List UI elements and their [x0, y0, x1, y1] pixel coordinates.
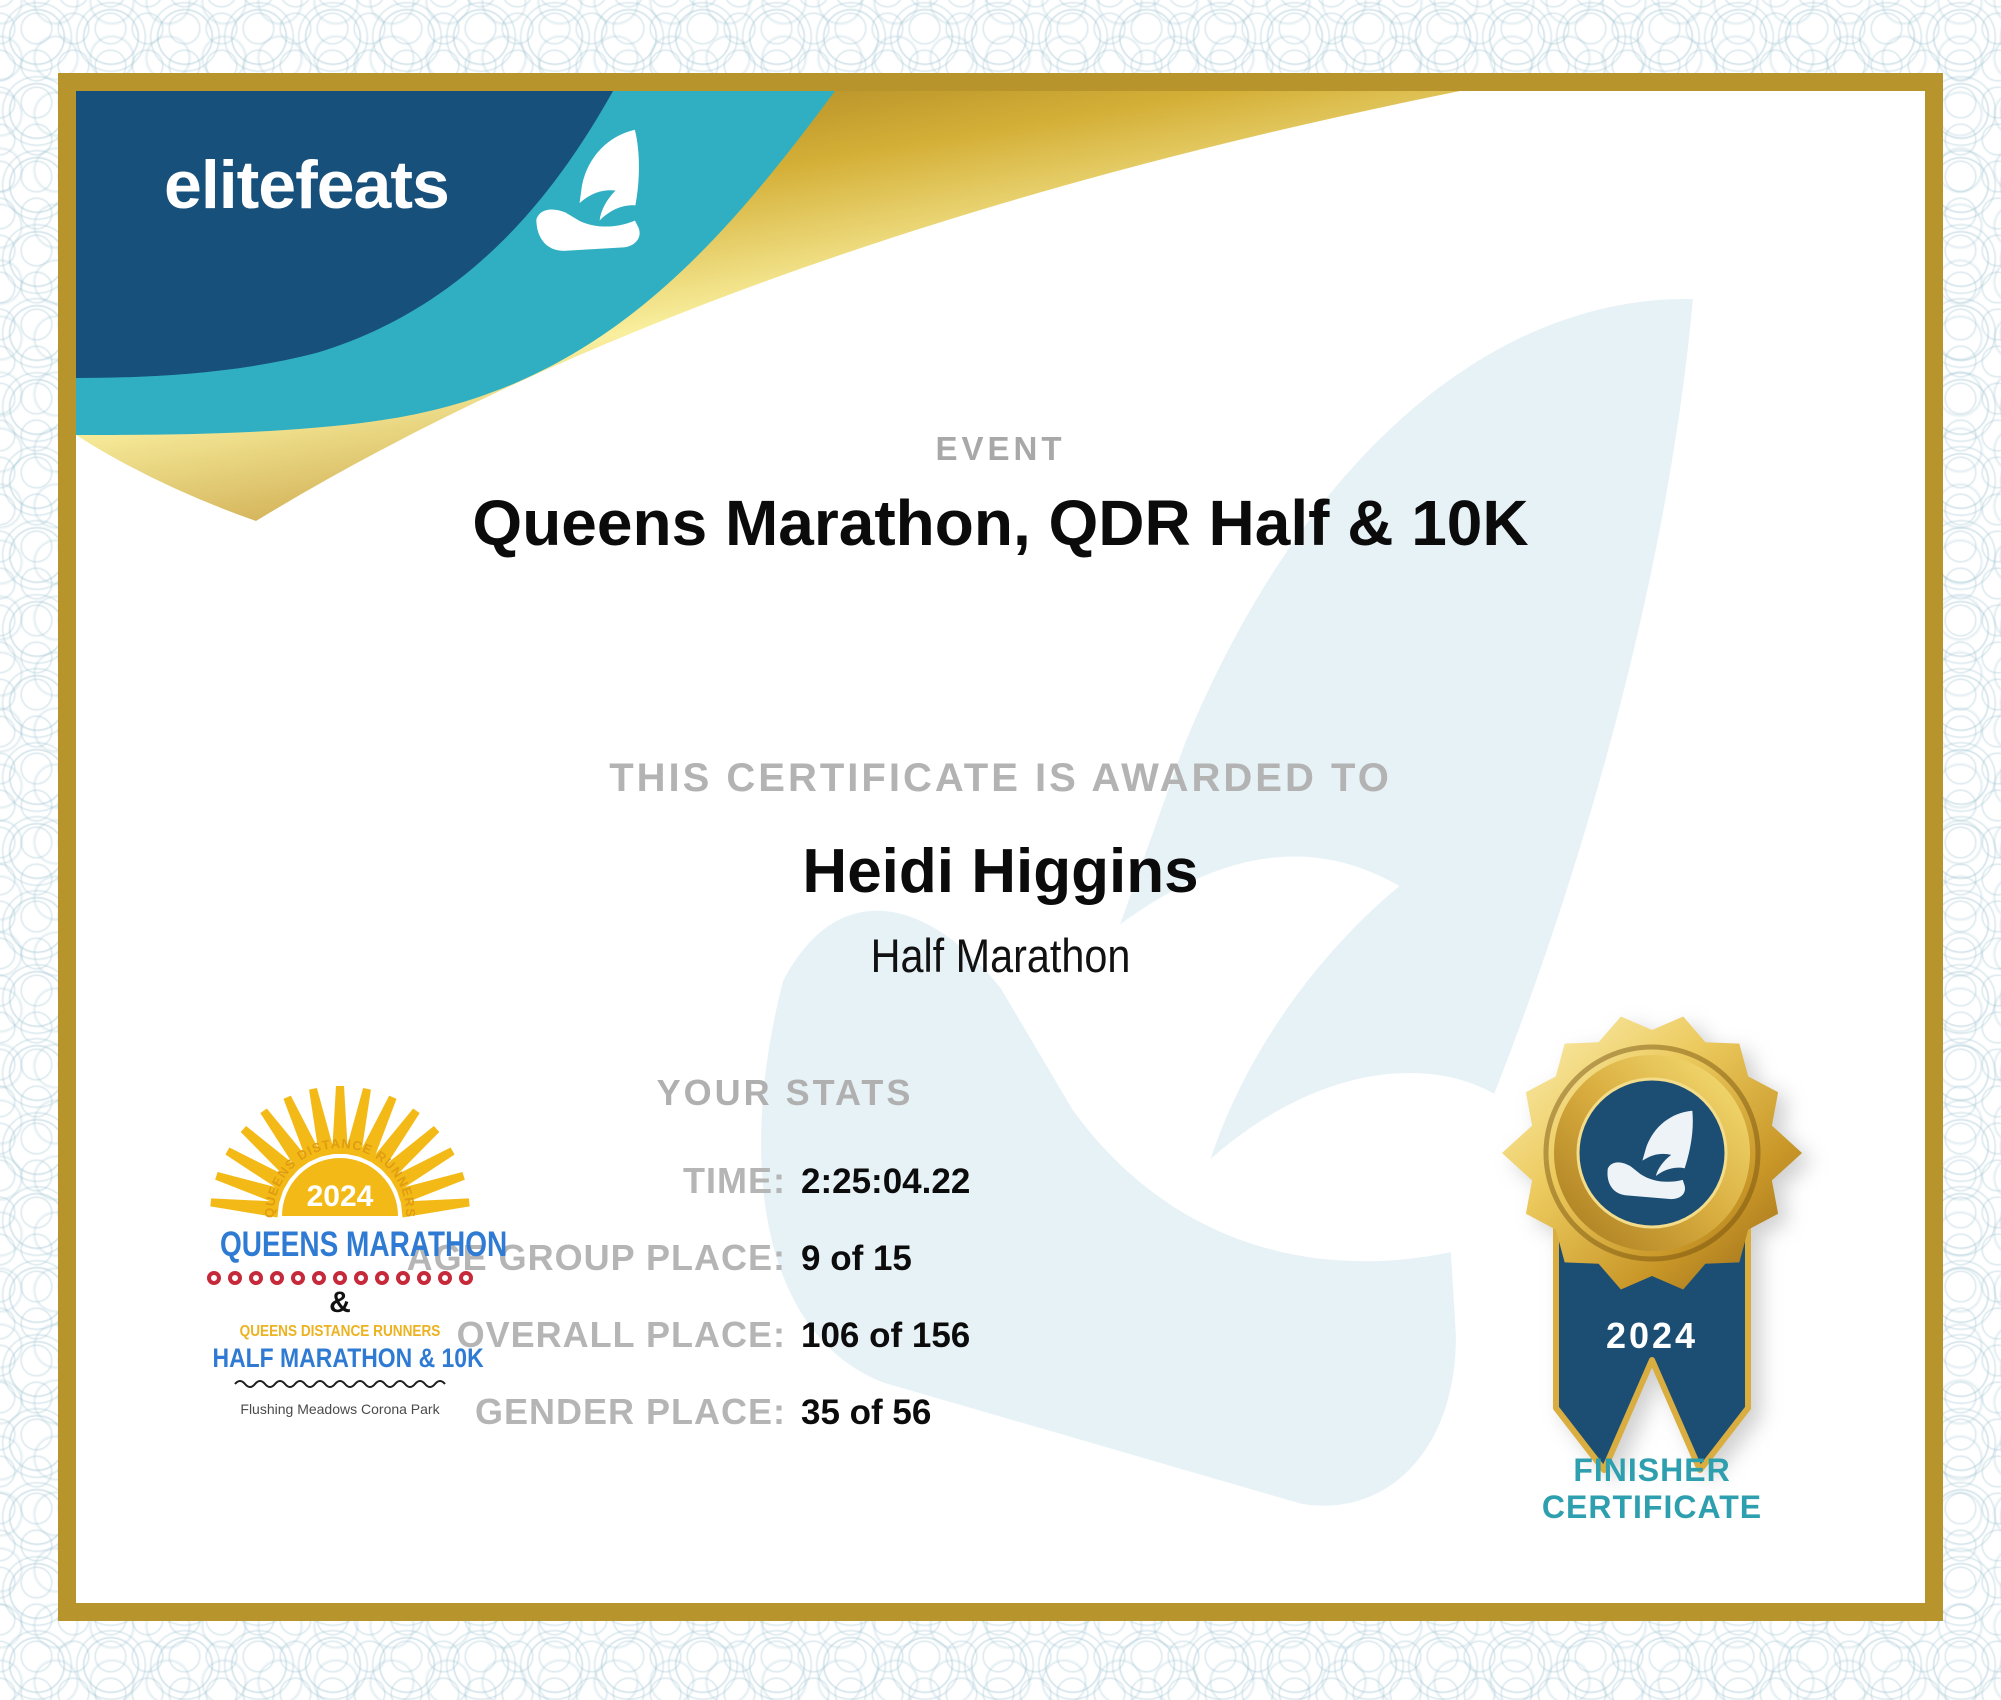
your-stats-label: YOUR STATS: [656, 1072, 914, 1113]
awarded-to-label: THIS CERTIFICATE IS AWARDED TO: [609, 756, 1392, 800]
finisher-medal: 2024: [1502, 1016, 1802, 1473]
navy-swoosh: [76, 91, 613, 378]
stat-label: GENDER PLACE:: [474, 1391, 786, 1432]
red-dots-divider: [190, 1271, 490, 1285]
stat-row-time: TIME: 2:25:04.22: [250, 1160, 1350, 1237]
stat-row-overall-place: OVERALL PLACE: 106 of 156: [250, 1314, 1350, 1391]
brand-logo-text: elitefeats: [164, 147, 450, 223]
finisher-line1: FINISHER: [1573, 1452, 1731, 1488]
medal-ribbon: [1553, 1215, 1751, 1473]
logo-title: QUEENS MARATHON: [220, 1225, 508, 1264]
stat-value: 9 of 15: [801, 1239, 912, 1278]
stat-label: TIME:: [683, 1160, 786, 1201]
logo-subtitle: HALF MARATHON & 10K: [212, 1343, 484, 1373]
logo-ampersand: &: [329, 1286, 351, 1319]
logo-year: 2024: [307, 1180, 374, 1213]
race-logo: QUEENS DISTANCE RUNNERS 2024 QUEENS MARA…: [190, 1066, 508, 1417]
event-name: Queens Marathon, QDR Half & 10K: [472, 487, 1529, 559]
stat-value: 2:25:04.22: [801, 1162, 971, 1201]
certificate-panel: elitefeats: [76, 91, 1925, 1603]
logo-location: Flushing Meadows Corona Park: [240, 1401, 440, 1417]
winged-foot-brand-icon: [525, 129, 652, 259]
logo-club-name: QUEENS DISTANCE RUNNERS: [239, 1323, 441, 1340]
stat-value: 35 of 56: [801, 1393, 932, 1432]
sun-disk: [282, 1158, 398, 1216]
event-label: EVENT: [935, 430, 1066, 467]
recipient-name: Heidi Higgins: [802, 837, 1199, 906]
medal-year: 2024: [1606, 1315, 1698, 1356]
finisher-caption: FINISHER CERTIFICATE: [1492, 1452, 1812, 1526]
certificate-frame: elitefeats: [58, 73, 1943, 1621]
finisher-line2: CERTIFICATE: [1541, 1489, 1763, 1525]
sunburst-graphic: QUEENS DISTANCE RUNNERS 2024: [209, 1086, 471, 1218]
wavy-divider: [234, 1380, 446, 1388]
header-swoosh-graphic: [76, 91, 1460, 521]
stat-row-gender-place: GENDER PLACE: 35 of 56: [250, 1391, 1350, 1468]
stat-value: 106 of 156: [801, 1316, 971, 1355]
stat-label: OVERALL PLACE:: [456, 1314, 786, 1355]
medal-rosette: [1502, 1016, 1802, 1290]
race-division: Half Marathon: [870, 929, 1131, 982]
